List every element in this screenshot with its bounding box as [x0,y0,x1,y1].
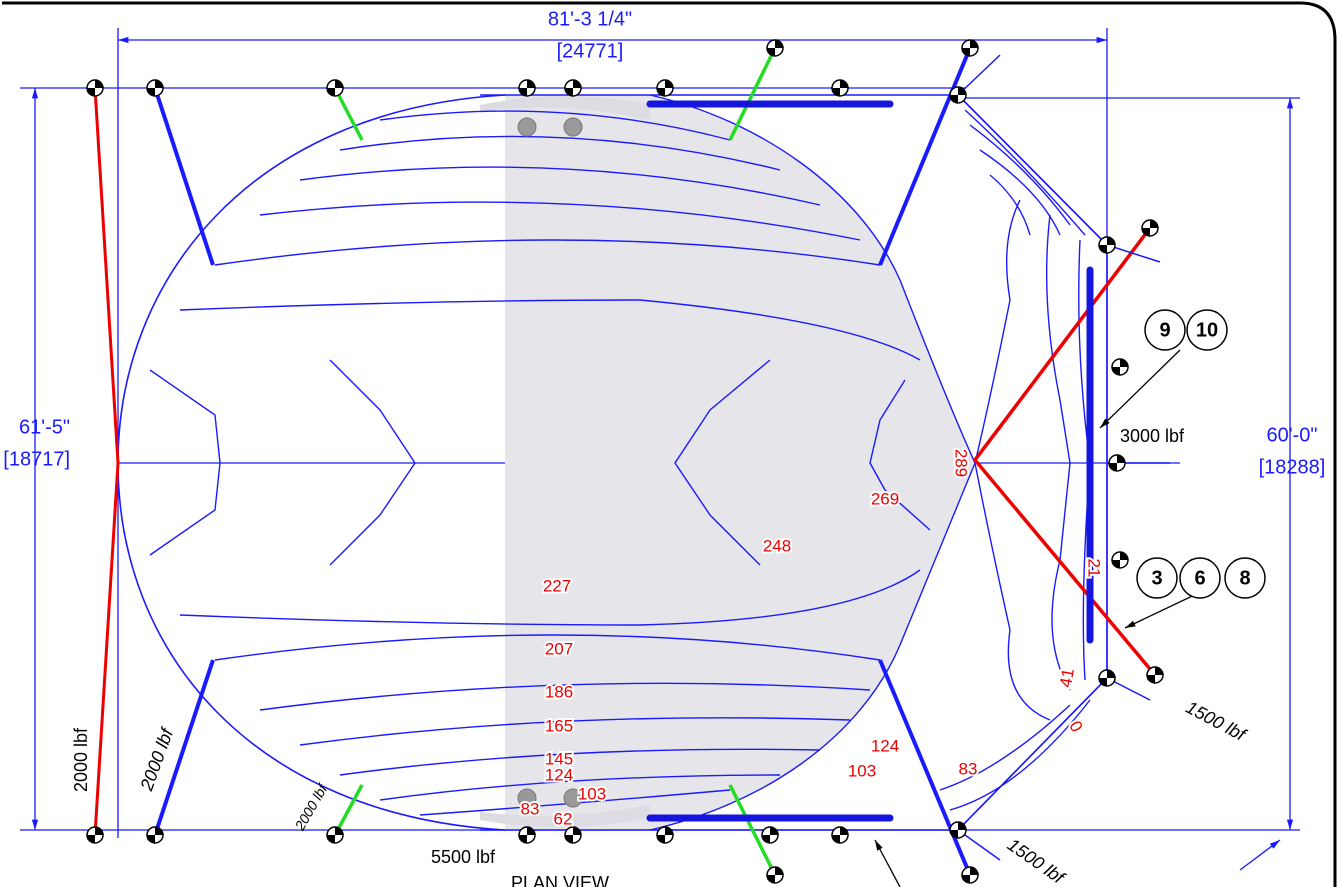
callout-number: 10 [1196,319,1218,341]
anchor-part [962,40,978,56]
left-height-dim: 61'-5" [19,416,70,438]
callout-number: 8 [1239,567,1250,589]
anchor-part [87,827,103,843]
anchor-part [657,80,673,96]
contour-label: 83 [959,759,978,778]
cables [93,47,1170,876]
anchor-part [950,822,966,838]
callouts [1136,309,1266,599]
force-label: 3000 lbf [1120,426,1185,446]
anchor-part [657,827,673,843]
contour-label: 41 [1056,667,1078,689]
anchor-part [565,827,581,843]
contour-label: 248 [763,536,791,555]
left-height-dim-mm: [18717] [3,448,70,470]
anchor-part [1147,667,1163,683]
contour-label: 83 [521,799,540,818]
anchor-part [962,867,978,883]
callout-number: 6 [1194,567,1205,589]
width-dim-mm: [24771] [557,40,624,62]
anchor-part [565,80,581,96]
membrane [117,94,1108,831]
anchor-part [87,80,103,96]
contour-label: 186 [545,682,573,701]
anchor-part [519,827,535,843]
contour-label: 145 [545,749,573,768]
force-label: 5500 lbf [431,847,496,867]
drawing-title: PLAN VIEW [511,873,609,887]
contour-label: 207 [545,639,573,658]
contour-label: 165 [545,716,573,735]
anchors [86,39,1164,884]
contour-label: 124 [545,765,573,784]
anchor-part [1099,237,1115,253]
force-label: 1500 lbf [1004,834,1070,887]
anchor-part [1112,552,1128,568]
anchor-part [517,117,537,137]
right-height-dim: 60'-0" [1267,424,1318,446]
anchor-part [1109,455,1125,471]
anchor-part [327,80,343,96]
anchor-part [563,788,583,808]
anchor-part [832,80,848,96]
anchor-part [519,80,535,96]
callout-number: 3 [1151,567,1162,589]
anchor-part [762,827,778,843]
anchor-part [563,117,583,137]
anchor-part [950,87,966,103]
contour-label: 124 [871,736,899,755]
anchor-part [517,788,537,808]
anchor-part [767,867,783,883]
anchor-part [147,827,163,843]
anchor-part [147,80,163,96]
anchor-part [1112,359,1128,375]
anchor-part [832,827,848,843]
contour-label: 103 [848,761,876,780]
contour-label: 0 [1065,718,1086,736]
contour-label: 269 [871,489,899,508]
anchor-part [767,40,783,56]
force-label: 1500 lbf [1183,697,1251,746]
contour-label: 103 [578,784,606,803]
anchor-part [1142,220,1158,236]
callout-number: 9 [1159,319,1170,341]
contour-label: 62 [554,809,573,828]
anchor-part [327,827,343,843]
contour-label: 227 [543,576,571,595]
right-height-dim-mm: [18288] [1259,456,1326,478]
width-dim: 81'-3 1/4" [548,8,632,30]
contour-label: 21 [1085,559,1104,578]
contour-label: 289 [952,449,971,477]
force-label: 2000 lbf [291,780,331,834]
force-label: 2000 lbf [71,727,91,792]
anchor-part [1099,670,1115,686]
